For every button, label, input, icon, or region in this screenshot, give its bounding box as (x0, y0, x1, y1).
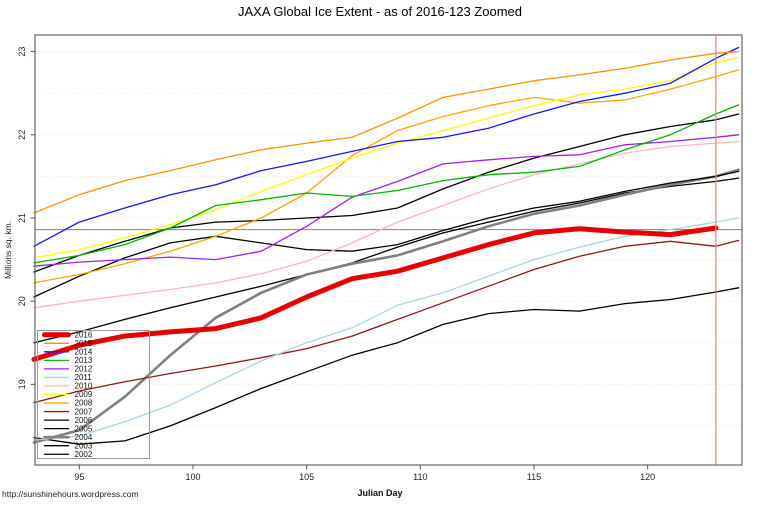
legend-label-2011: 2011 (75, 373, 93, 382)
series-line-2015 (33, 50, 740, 214)
series-line-2004 (32, 168, 740, 444)
legend-label-2014: 2014 (75, 348, 93, 357)
series-line-2010 (33, 140, 740, 309)
y-tick-label: 23 (17, 47, 27, 57)
legend-label-2008: 2008 (75, 399, 93, 408)
x-axis-label: Julian Day (357, 488, 403, 498)
legend-label-2004: 2004 (75, 433, 93, 442)
y-tick-label: 22 (17, 130, 27, 140)
legend-label-2006: 2006 (75, 416, 93, 425)
legend-label-2003: 2003 (75, 441, 93, 450)
x-tick-label: 95 (74, 472, 84, 482)
x-tick-label: 110 (413, 472, 427, 482)
x-tick-label: 100 (185, 472, 200, 482)
series-line-2013 (33, 104, 740, 264)
footer-url: http://sunshinehours.wordpress.com (2, 489, 139, 499)
legend-label-2007: 2007 (75, 407, 93, 416)
y-axis-label: Millions sq. km. (3, 220, 13, 280)
legend-label-2005: 2005 (75, 424, 93, 433)
y-tick-label: 19 (17, 379, 27, 389)
series-line-2008 (33, 69, 740, 284)
legend-label-2009: 2009 (75, 390, 93, 399)
legend-box (37, 330, 150, 459)
x-tick-label: 115 (527, 472, 541, 482)
legend-label-2015: 2015 (75, 339, 93, 348)
legend-label-2012: 2012 (75, 365, 93, 374)
series-line-2014 (33, 46, 740, 247)
legend-label-2016: 2016 (75, 330, 93, 339)
y-tick-label: 20 (17, 296, 27, 306)
series-line-2007 (33, 239, 740, 404)
legend-label-2013: 2013 (75, 356, 93, 365)
legend-label-2002: 2002 (75, 450, 93, 459)
x-tick-label: 105 (299, 472, 314, 482)
series-line-2016 (31, 225, 719, 362)
series-line-2002 (33, 287, 740, 445)
series-line-2012 (33, 134, 740, 267)
plot-border (34, 34, 743, 466)
x-tick-label: 120 (640, 472, 655, 482)
series-line-2006 (33, 113, 740, 273)
chart-title: JAXA Global Ice Extent - as of 2016-123 … (238, 4, 522, 19)
series-line-2005 (33, 170, 740, 298)
series-line-2003 (33, 177, 740, 344)
series-line-2009 (33, 56, 740, 259)
legend-label-2010: 2010 (75, 382, 93, 391)
y-tick-label: 21 (17, 213, 27, 223)
